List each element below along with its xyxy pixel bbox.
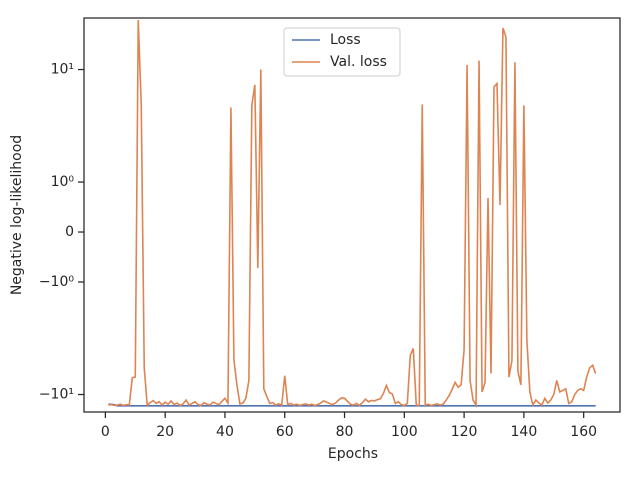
legend-label: Val. loss: [330, 54, 387, 70]
x-tick-label: 80: [336, 424, 354, 440]
y-tick-label: −10⁰: [39, 274, 75, 290]
y-axis-label: Negative log-likelihood: [9, 135, 25, 295]
y-tick-label: −10¹: [39, 387, 74, 403]
x-tick-label: 40: [216, 424, 234, 440]
x-tick-label: 60: [276, 424, 294, 440]
y-tick-label: 10¹: [51, 62, 74, 78]
x-tick-label: 140: [511, 424, 538, 440]
y-tick-label: 0: [65, 224, 74, 240]
plot-frame: [83, 17, 621, 413]
x-axis-label: Epochs: [328, 446, 378, 462]
series-line: [108, 20, 597, 408]
x-tick-label: 160: [570, 424, 597, 440]
y-tick-label: 10⁰: [51, 174, 75, 190]
x-tick-label: 20: [156, 424, 174, 440]
x-tick-label: 120: [451, 424, 478, 440]
legend-label: Loss: [330, 32, 361, 48]
x-tick-label: 100: [391, 424, 418, 440]
x-tick-label: 0: [101, 424, 110, 440]
series-line: [108, 403, 596, 407]
